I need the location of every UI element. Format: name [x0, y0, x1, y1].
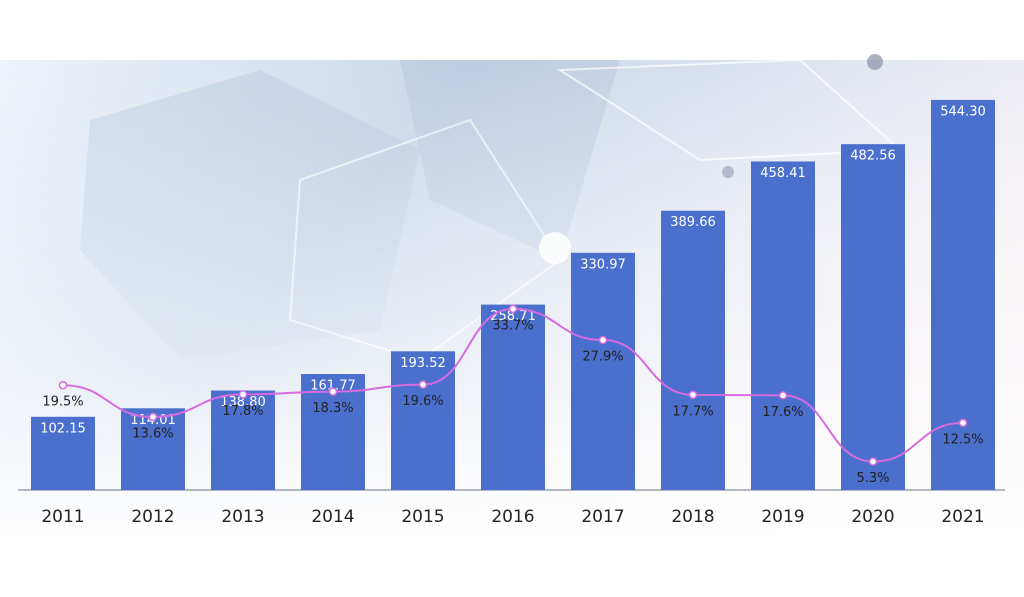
line-marker	[238, 390, 248, 399]
bar	[481, 304, 545, 490]
line-marker	[58, 380, 68, 390]
line-value-label: 19.6%	[402, 394, 443, 409]
bar	[571, 252, 635, 490]
line-marker	[688, 390, 698, 400]
line-marker	[328, 387, 338, 396]
bar-value-label: 161.77	[310, 379, 356, 394]
x-tick-label: 2017	[581, 507, 624, 527]
x-tick-label: 2011	[41, 507, 84, 527]
line-value-label: 18.3%	[312, 401, 353, 416]
x-tick-label: 2018	[671, 507, 714, 527]
bar-value-label: 389.66	[670, 215, 716, 230]
bar	[391, 351, 455, 490]
line-marker	[778, 391, 788, 400]
x-tick-label: 2012	[131, 507, 174, 527]
line-value-label: 13.6%	[132, 426, 173, 441]
line-value-label: 17.8%	[222, 404, 263, 419]
x-tick-label: 2016	[491, 507, 534, 527]
line-value-label: 17.6%	[762, 405, 803, 420]
bar-value-label: 544.30	[940, 104, 986, 119]
line-marker	[418, 380, 428, 389]
bar-value-label: 482.56	[850, 149, 896, 164]
x-tick-label: 2014	[311, 507, 354, 527]
x-tick-label: 2015	[401, 507, 444, 527]
bar	[751, 161, 815, 490]
line-marker	[148, 412, 158, 422]
line-marker	[508, 304, 518, 314]
line-marker	[958, 418, 968, 428]
line-value-label: 5.3%	[856, 471, 889, 486]
bar-value-label: 138.80	[220, 395, 266, 410]
line-value-label: 19.5%	[42, 395, 83, 410]
line-value-label: 27.9%	[582, 350, 623, 365]
line	[62, 307, 964, 463]
bar-value-label: 458.41	[760, 166, 806, 181]
bar-value-label: 102.15	[40, 421, 86, 436]
bar	[841, 144, 905, 490]
line-value-label: 33.7%	[492, 318, 533, 333]
bar	[31, 416, 95, 490]
x-tick-label: 2021	[941, 507, 984, 527]
line-marker	[868, 457, 878, 466]
bar-value-label: 330.97	[580, 257, 626, 272]
x-tick-label: 2019	[761, 507, 804, 527]
bar-value-label: 258.71	[490, 309, 536, 324]
bar	[211, 390, 275, 490]
bar	[121, 408, 185, 490]
bar	[661, 210, 725, 491]
line-value-label: 12.5%	[942, 432, 983, 447]
x-tick-label: 2013	[221, 507, 264, 527]
bar-value-label: 193.52	[400, 356, 446, 371]
line-value-label: 17.7%	[672, 404, 713, 419]
x-tick-label: 2020	[851, 507, 894, 527]
line-marker	[598, 335, 608, 345]
